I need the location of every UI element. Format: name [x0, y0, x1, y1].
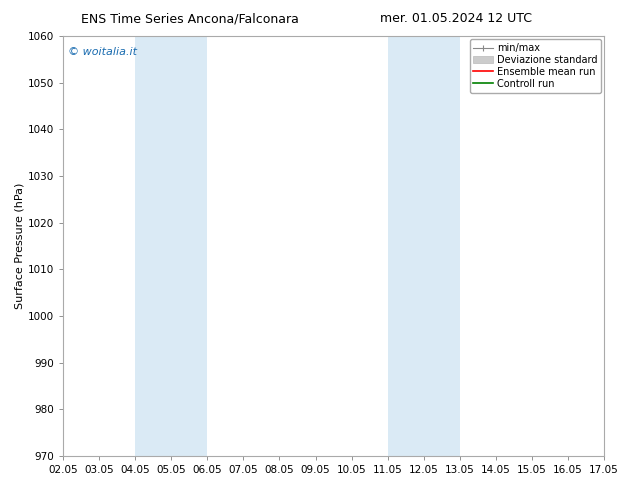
Legend: min/max, Deviazione standard, Ensemble mean run, Controll run: min/max, Deviazione standard, Ensemble m…	[470, 39, 601, 93]
Text: mer. 01.05.2024 12 UTC: mer. 01.05.2024 12 UTC	[380, 12, 533, 25]
Bar	[135, 36, 207, 456]
Y-axis label: Surface Pressure (hPa): Surface Pressure (hPa)	[15, 183, 25, 309]
Text: ENS Time Series Ancona/Falconara: ENS Time Series Ancona/Falconara	[81, 12, 299, 25]
Text: © woitalia.it: © woitalia.it	[68, 47, 138, 57]
Bar	[388, 36, 460, 456]
